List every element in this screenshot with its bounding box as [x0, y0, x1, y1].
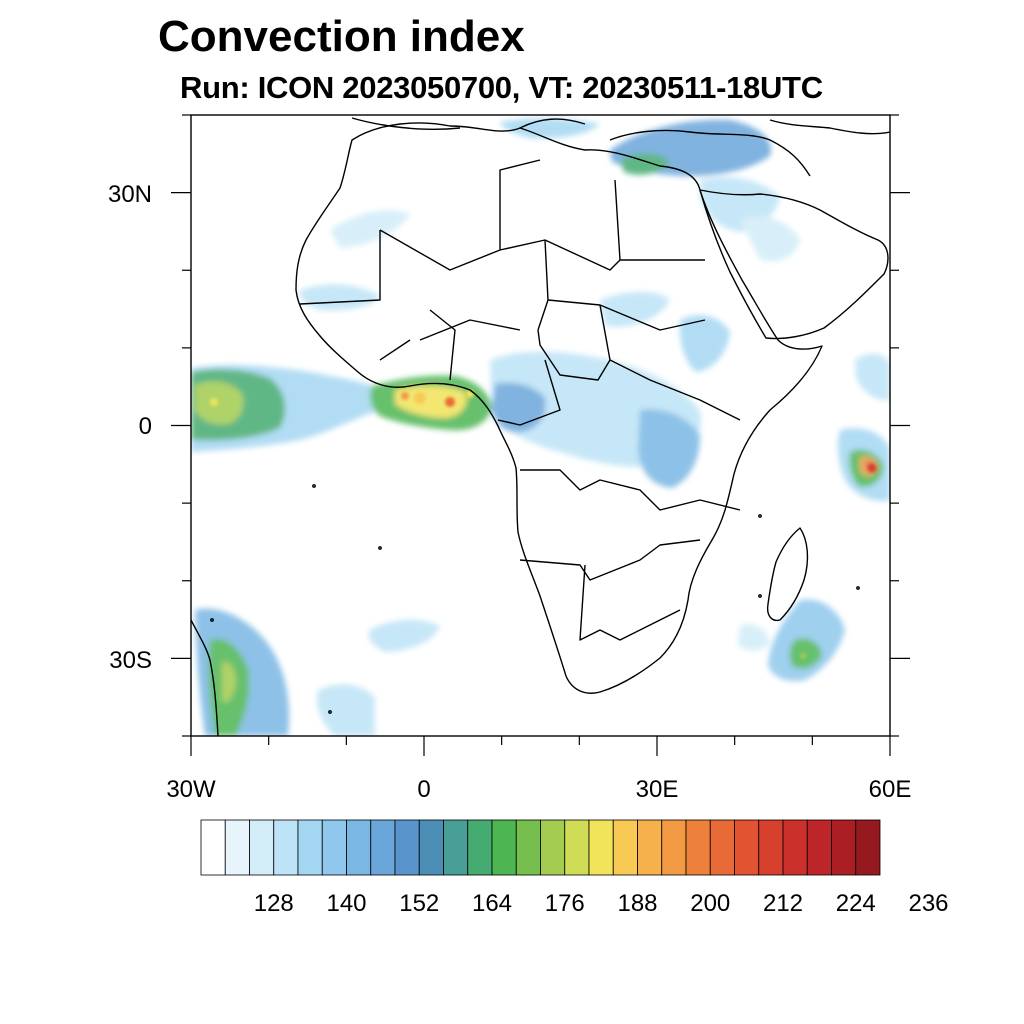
lon-labels: 30W 0 30E 60E — [166, 776, 911, 803]
map-subtitle: Run: ICON 2023050700, VT: 20230511-18UTC — [180, 70, 823, 105]
africa-coastline — [295, 122, 823, 694]
lat-label-30s: 30S — [109, 647, 152, 674]
colorbar-swatch — [540, 819, 566, 876]
colorbar-swatch — [224, 819, 250, 876]
colorbar-swatch — [685, 819, 711, 876]
colorbar-swatch — [564, 819, 590, 876]
lon-label-60e: 60E — [869, 776, 912, 803]
axis-ticks — [171, 114, 910, 756]
colorbar-swatch — [612, 819, 638, 876]
colorbar-swatch — [200, 819, 226, 876]
lat-labels: 30N 0 30S — [108, 181, 152, 674]
colorbar-swatch — [321, 819, 347, 876]
map-title: Convection index — [158, 12, 525, 61]
colorbar-label: 176 — [545, 890, 585, 917]
lon-label-30e: 30E — [636, 776, 679, 803]
colorbar-swatch — [394, 819, 420, 876]
lat-label-0: 0 — [139, 413, 152, 440]
colorbar-label: 140 — [326, 890, 366, 917]
colorbar-label: 212 — [763, 890, 803, 917]
colorbar-labels: 128 140 152 164 176 188 200 212 224 236 — [254, 890, 949, 917]
lat-label-30n: 30N — [108, 181, 152, 208]
colorbar-swatch — [370, 819, 396, 876]
colorbar-label: 128 — [254, 890, 294, 917]
colorbar-swatch — [831, 819, 857, 876]
colorbar-swatch — [709, 819, 735, 876]
colorbar-swatch — [491, 819, 517, 876]
colorbar-swatch — [467, 819, 493, 876]
colorbar-label: 200 — [690, 890, 730, 917]
colorbar-label: 224 — [836, 890, 876, 917]
colorbar-swatch — [418, 819, 444, 876]
colorbar-label: 236 — [908, 890, 948, 917]
colorbar-swatch — [443, 819, 469, 876]
colorbar-swatch — [297, 819, 323, 876]
colorbar-swatch — [806, 819, 832, 876]
colorbar-swatch — [782, 819, 808, 876]
lon-label-30w: 30W — [166, 776, 216, 803]
colorbar-swatch — [346, 819, 372, 876]
colorbar-swatch — [588, 819, 614, 876]
colorbar-swatch — [734, 819, 760, 876]
colorbar-swatch — [758, 819, 784, 876]
colorbar-swatch — [515, 819, 541, 876]
colorbar-label: 164 — [472, 890, 512, 917]
colorbar-swatch — [637, 819, 663, 876]
lon-label-0: 0 — [417, 776, 430, 803]
arabia-coastline — [699, 189, 889, 340]
colorbar — [200, 819, 881, 876]
colorbar-swatch — [273, 819, 299, 876]
convection-field — [191, 118, 890, 736]
coastlines-borders — [191, 117, 890, 736]
colorbar-label: 152 — [399, 890, 439, 917]
colorbar-swatch — [855, 819, 881, 876]
colorbar-swatch — [661, 819, 687, 876]
madagascar-coastline — [766, 527, 809, 622]
colorbar-swatch — [249, 819, 275, 876]
colorbar-label: 188 — [617, 890, 657, 917]
